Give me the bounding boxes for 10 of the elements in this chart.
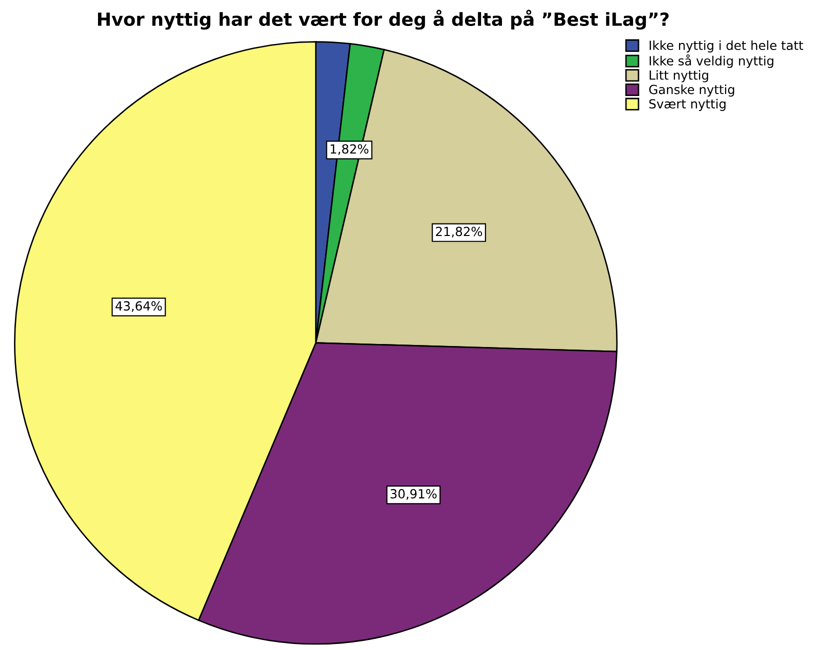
data-label: 21,82% bbox=[436, 226, 482, 238]
chart-title: Hvor nyttig har det vært for deg å delta på ”Best iLag”? bbox=[98, 10, 669, 30]
legend-label: Svært nyttig bbox=[649, 98, 726, 111]
legend-label: Ganske nyttig bbox=[649, 84, 734, 97]
data-label: 1,82% bbox=[330, 144, 368, 155]
legend-label: Ikke så veldig nyttig bbox=[650, 54, 774, 68]
legend-label: Ikke nyttig i det hele tatt bbox=[650, 40, 804, 52]
legend-label: Litt nyttig bbox=[650, 70, 708, 82]
data-label: 30,91% bbox=[390, 489, 437, 500]
data-label: 43,64% bbox=[116, 301, 162, 312]
